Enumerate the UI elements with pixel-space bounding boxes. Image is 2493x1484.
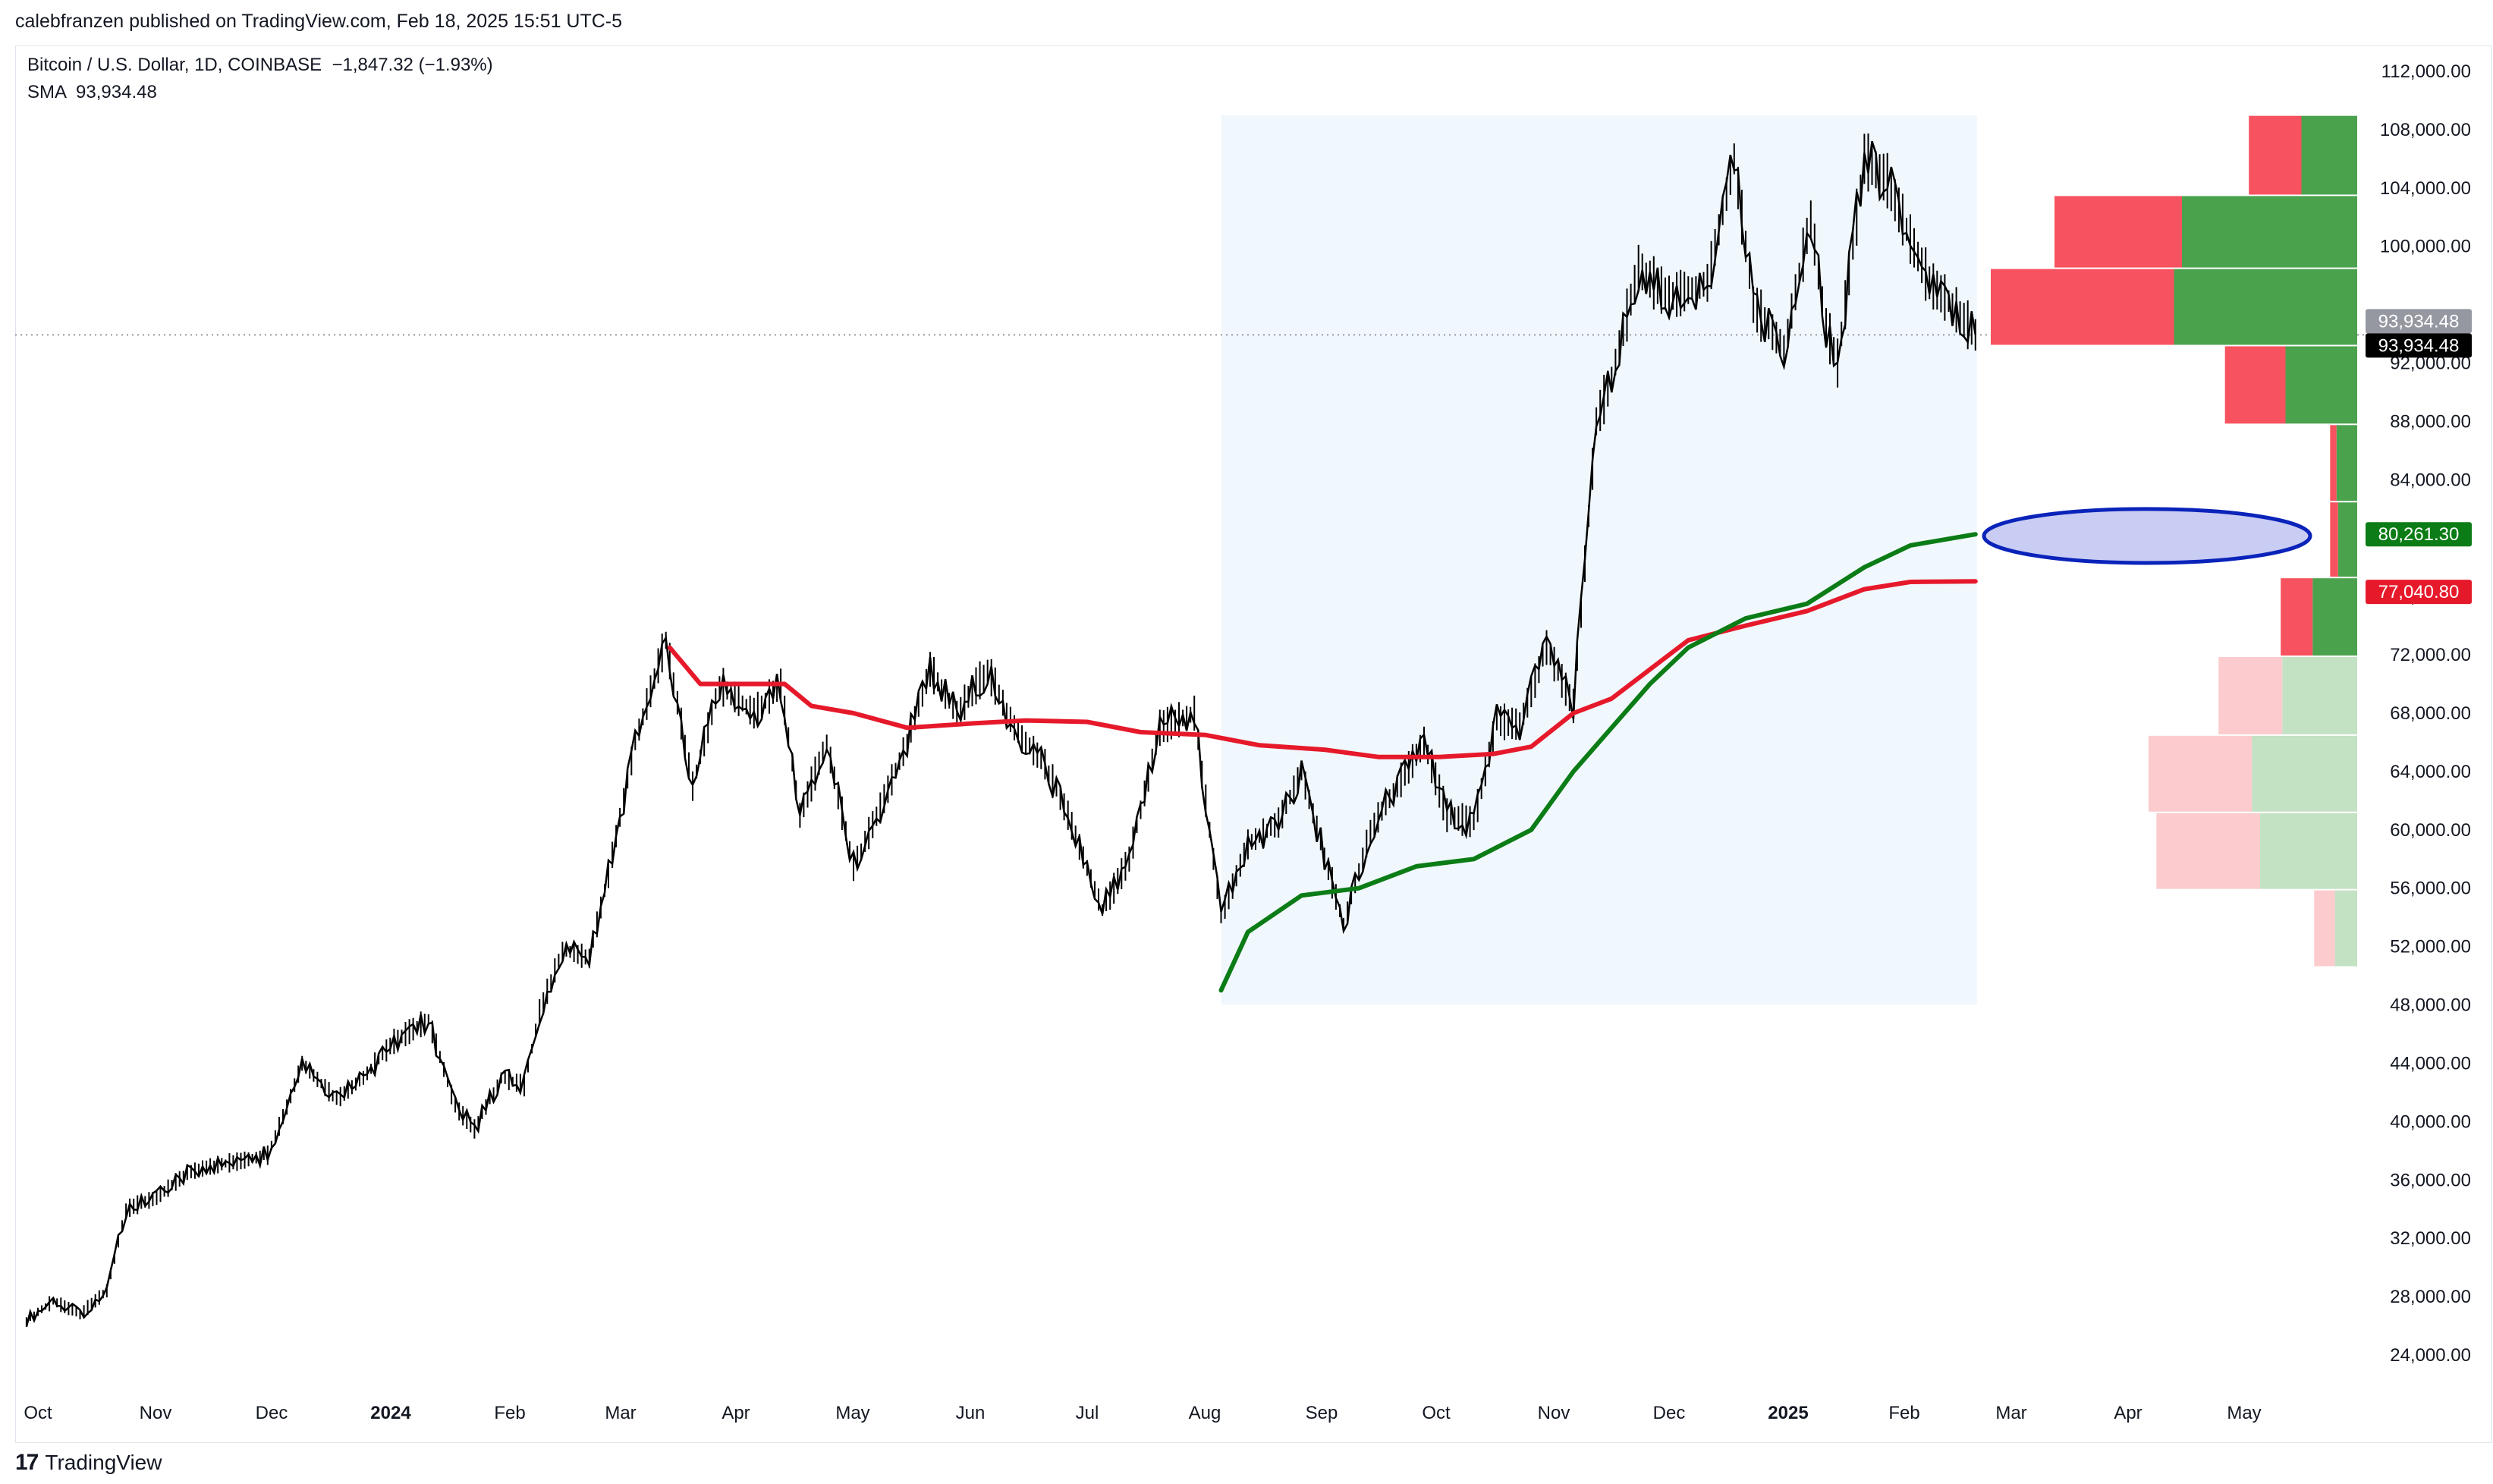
- time-tick-label: Feb: [494, 1403, 525, 1423]
- price-tick-label: 56,000.00: [2390, 879, 2471, 899]
- sma-label: SMA: [27, 82, 66, 102]
- price-tag: [2366, 522, 2472, 547]
- time-tick-label: Apr: [2114, 1403, 2142, 1423]
- chart-legend: Bitcoin / U.S. Dollar, 1D, COINBASE −1,8…: [27, 52, 493, 106]
- time-tick-label: 2025: [1768, 1403, 1808, 1423]
- volume-bar-up: [2285, 346, 2357, 424]
- volume-profile: [1991, 115, 2357, 967]
- price-tag: [2366, 333, 2472, 358]
- series-layer: [25, 133, 1978, 1328]
- price-tick-label: 88,000.00: [2390, 411, 2471, 432]
- publisher-line: calebfranzen published on TradingView.co…: [15, 11, 623, 32]
- time-tick-label: Feb: [1888, 1403, 1919, 1423]
- volume-bar-up: [2259, 813, 2357, 889]
- volume-bar-up: [2182, 196, 2357, 268]
- price-tick-label: 68,000.00: [2390, 703, 2471, 724]
- brand-name: TradingView: [45, 1451, 162, 1474]
- price-tags: 93,934.48 93,934.48 80,261.30 77,040.80: [2366, 309, 2472, 605]
- time-tick-label: 2024: [370, 1403, 411, 1423]
- green-average-line: [1218, 532, 1978, 993]
- volume-bar-up: [2252, 735, 2357, 812]
- time-tick-label: Oct: [24, 1403, 52, 1423]
- price-tick-label: 36,000.00: [2390, 1170, 2471, 1190]
- time-axis: Oct Nov Dec 2024 Feb Mar Apr May Jun Jul Aug Sep Oct…: [24, 1403, 2261, 1423]
- price-tag-label: 77,040.80: [2378, 582, 2460, 602]
- range-shade: [1221, 115, 1977, 1005]
- volume-bar-down: [2314, 890, 2335, 967]
- volume-bar-down: [2148, 735, 2253, 812]
- volume-bar-up: [2282, 657, 2357, 734]
- price-tag-label: 80,261.30: [2378, 524, 2460, 545]
- tradingview-brand[interactable]: 17 TradingView: [15, 1448, 162, 1478]
- date-range-shade: [1221, 115, 1977, 1005]
- annotation-ellipse[interactable]: [1982, 507, 2312, 565]
- annotation-layer: [1982, 507, 2312, 565]
- price-tick-label: 108,000.00: [2380, 120, 2471, 140]
- symbol-line: Bitcoin / U.S. Dollar, 1D, COINBASE −1,8…: [27, 55, 493, 75]
- price-tick-label: 60,000.00: [2390, 820, 2471, 841]
- sma-line: SMA 93,934.48: [27, 79, 493, 106]
- price-tick-label: 48,000.00: [2390, 995, 2471, 1016]
- price-tick-label: 84,000.00: [2390, 470, 2471, 490]
- time-tick-label: Sep: [1306, 1403, 1338, 1423]
- volume-bar-down: [2249, 115, 2302, 195]
- price-axis: 112,000.00 108,000.00 104,000.00 100,000.00…: [2380, 61, 2471, 1366]
- time-tick-label: Oct: [1422, 1403, 1451, 1423]
- time-tick-label: Apr: [721, 1403, 750, 1423]
- sma-value: 93,934.48: [76, 82, 157, 102]
- volume-bar-down: [2281, 578, 2313, 656]
- price-tag: [2366, 580, 2472, 605]
- time-tick-label: Jun: [956, 1403, 986, 1423]
- price-tag-label: 93,934.48: [2378, 335, 2460, 356]
- time-tick-label: Mar: [1995, 1403, 2026, 1423]
- price-tag: [2366, 309, 2472, 334]
- volume-bar-up: [2334, 890, 2357, 967]
- price-tick-label: 112,000.00: [2381, 61, 2471, 82]
- time-tick-label: Nov: [1538, 1403, 1570, 1423]
- volume-bar-down: [2156, 813, 2260, 889]
- price-tick-label: 28,000.00: [2390, 1287, 2471, 1307]
- chart-frame: [15, 46, 2492, 1443]
- time-tick-label: Jul: [1076, 1403, 1099, 1423]
- price-tick-label: 32,000.00: [2390, 1228, 2471, 1249]
- time-tick-label: Dec: [1653, 1403, 1686, 1423]
- time-tick-label: May: [2227, 1403, 2261, 1423]
- time-tick-label: Aug: [1189, 1403, 1221, 1423]
- price-tick-label: 44,000.00: [2390, 1053, 2471, 1074]
- volume-bar-down: [1991, 269, 2174, 345]
- price-tick-label: 104,000.00: [2380, 178, 2471, 199]
- volume-bar-up: [2312, 578, 2357, 656]
- volume-bar-down: [2224, 346, 2286, 424]
- volume-bar-up: [2337, 502, 2357, 577]
- price-tick-label: 64,000.00: [2390, 762, 2471, 782]
- price-tick-label: 52,000.00: [2390, 937, 2471, 957]
- volume-bar-up: [2301, 115, 2357, 195]
- volume-bar-down: [2330, 425, 2337, 501]
- time-tick-label: May: [835, 1403, 869, 1423]
- volume-bar-down: [2330, 502, 2338, 577]
- time-tick-label: Mar: [605, 1403, 636, 1423]
- tradingview-logo-icon: 17: [15, 1450, 39, 1475]
- price-tick-label: 40,000.00: [2390, 1111, 2471, 1132]
- time-tick-label: Dec: [256, 1403, 288, 1423]
- volume-bar-up: [2336, 425, 2357, 501]
- volume-bar-down: [2218, 657, 2283, 734]
- price-tick-label: 100,000.00: [2380, 237, 2471, 257]
- price-tick-label: 24,000.00: [2390, 1345, 2471, 1366]
- price-series-line: [25, 140, 1977, 1328]
- price-tag-label: 93,934.48: [2378, 311, 2460, 332]
- time-tick-label: Nov: [140, 1403, 172, 1423]
- volume-bar-down: [2054, 196, 2182, 268]
- price-tick-label: 72,000.00: [2390, 645, 2471, 665]
- volume-bar-up: [2174, 269, 2357, 345]
